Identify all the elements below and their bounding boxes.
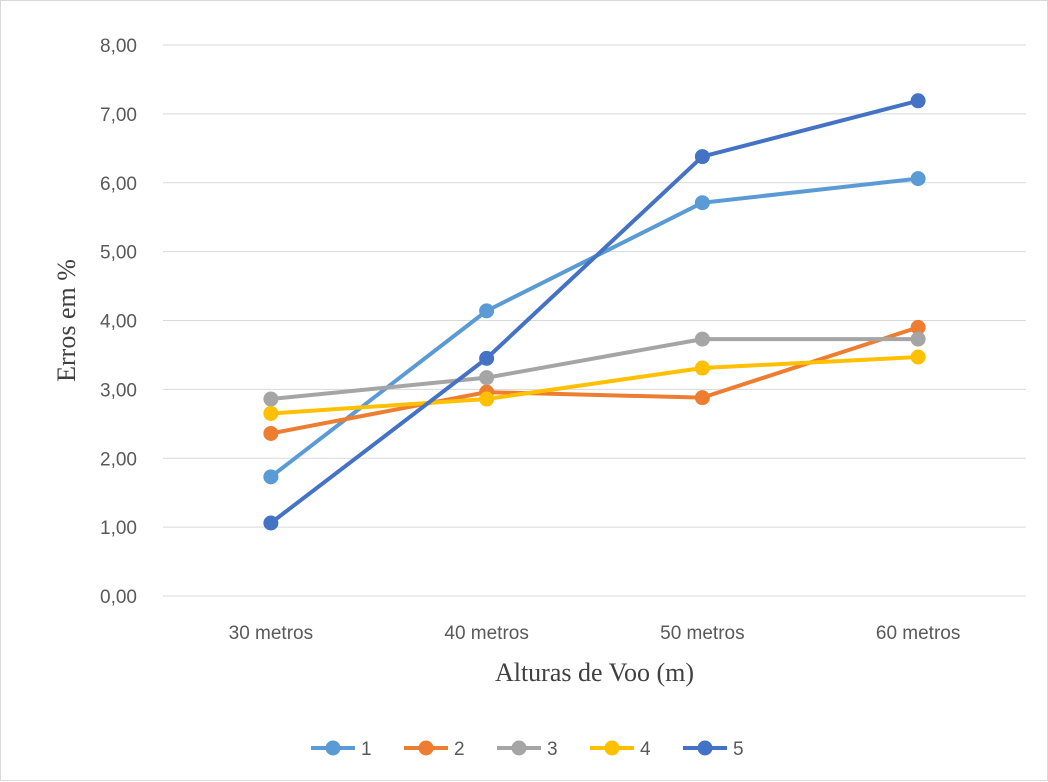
data-point bbox=[910, 171, 926, 187]
series-line bbox=[268, 176, 921, 479]
legend-swatch-marker bbox=[325, 740, 341, 756]
x-axis-title: Alturas de Voo (m) bbox=[495, 658, 694, 687]
gridlines bbox=[163, 44, 1026, 597]
y-tick-label: 8,00 bbox=[100, 36, 137, 57]
data-point bbox=[263, 425, 279, 441]
x-axis-ticks: 30 metros 40 metros 50 metros 60 metros bbox=[229, 623, 961, 644]
data-point bbox=[910, 349, 926, 365]
legend-item: 1 bbox=[311, 739, 372, 760]
data-point bbox=[479, 350, 495, 366]
y-tick-label: 5,00 bbox=[100, 243, 137, 264]
y-axis-ticks: 0,00 1,00 2,00 3,00 4,00 5,00 6,00 7,00 8,00 bbox=[100, 36, 137, 608]
data-point bbox=[694, 360, 710, 376]
legend-item: 3 bbox=[497, 739, 558, 760]
series-line bbox=[268, 98, 921, 525]
data-point bbox=[910, 93, 926, 109]
x-tick-label: 30 metros bbox=[229, 623, 313, 644]
data-point bbox=[263, 469, 279, 485]
series-5 bbox=[263, 93, 926, 531]
y-tick-label: 4,00 bbox=[100, 312, 137, 333]
y-axis-title: Erros em % bbox=[52, 259, 81, 382]
legend-label: 3 bbox=[547, 739, 558, 760]
legend-swatch-marker bbox=[697, 740, 713, 756]
y-tick-label: 1,00 bbox=[100, 518, 137, 539]
data-point bbox=[694, 390, 710, 406]
legend-swatch-marker bbox=[418, 740, 434, 756]
data-point bbox=[910, 319, 926, 335]
legend-label: 5 bbox=[733, 739, 744, 760]
data-point bbox=[694, 331, 710, 347]
y-tick-label: 7,00 bbox=[100, 105, 137, 126]
legend-item: 5 bbox=[683, 739, 744, 760]
series-4 bbox=[263, 349, 926, 421]
series-line bbox=[268, 325, 921, 436]
data-point bbox=[479, 391, 495, 407]
legend-item: 2 bbox=[404, 739, 465, 760]
data-point bbox=[263, 515, 279, 531]
legend-swatch-marker bbox=[604, 740, 620, 756]
legend-label: 2 bbox=[454, 739, 465, 760]
legend-item: 4 bbox=[590, 739, 651, 760]
data-point bbox=[263, 391, 279, 407]
data-point bbox=[479, 370, 495, 386]
legend: 1 2 3 4 5 bbox=[311, 739, 744, 760]
series-1 bbox=[263, 171, 926, 485]
data-point bbox=[263, 405, 279, 421]
series-3 bbox=[263, 331, 926, 407]
series-line bbox=[268, 355, 921, 416]
y-tick-label: 2,00 bbox=[100, 449, 137, 470]
data-point bbox=[694, 195, 710, 211]
series-line bbox=[268, 337, 921, 402]
y-tick-label: 6,00 bbox=[100, 174, 137, 195]
y-tick-label: 0,00 bbox=[100, 587, 137, 608]
legend-label: 1 bbox=[361, 739, 372, 760]
data-point bbox=[479, 303, 495, 319]
x-tick-label: 60 metros bbox=[876, 623, 960, 644]
y-tick-label: 3,00 bbox=[100, 380, 137, 401]
x-tick-label: 50 metros bbox=[660, 623, 744, 644]
data-point bbox=[694, 149, 710, 165]
data-point bbox=[910, 331, 926, 347]
legend-label: 4 bbox=[640, 739, 651, 760]
x-tick-label: 40 metros bbox=[444, 623, 528, 644]
series-lines bbox=[263, 93, 926, 531]
legend-swatch-marker bbox=[511, 740, 527, 756]
